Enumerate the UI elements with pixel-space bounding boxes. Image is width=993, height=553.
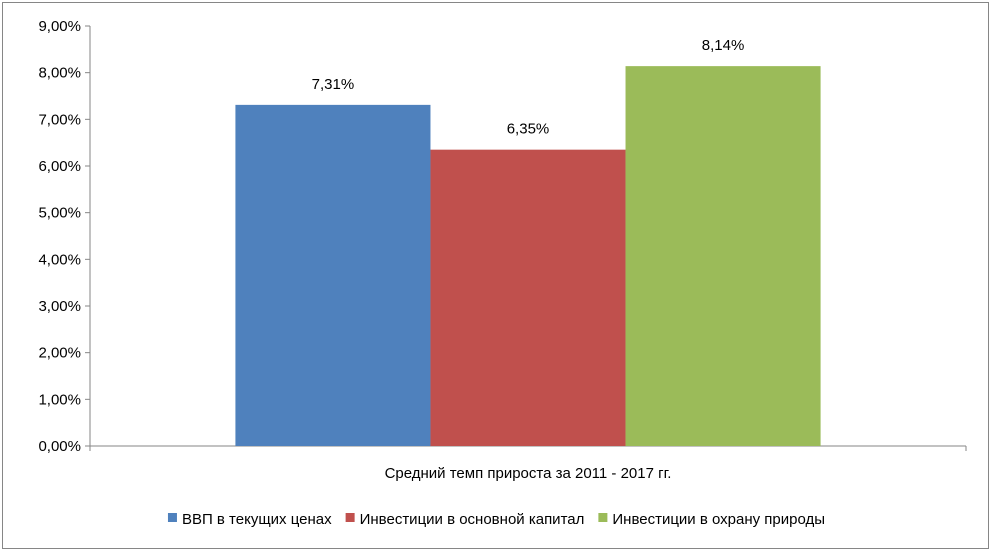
data-label-3: 8,14% xyxy=(702,37,745,54)
legend: ВВП в текущих ценах Инвестиции в основной… xyxy=(167,511,825,528)
x-axis: Средний темп прироста за 2011 - 2017 гг. xyxy=(89,445,967,482)
legend-swatch-2 xyxy=(345,513,355,522)
y-axis: 0,00% 1,00% 2,00% 3,00% 4,00% 5,00% 6,00% 7,00%… xyxy=(38,18,91,455)
category-label: Средний темп прироста за 2011 - 2017 гг. xyxy=(385,465,672,482)
data-label-2: 6,35% xyxy=(507,121,550,138)
y-tick-label: 5,00% xyxy=(38,205,81,222)
bar-2 xyxy=(430,149,626,446)
bar-3 xyxy=(625,66,821,446)
y-tick-label: 4,00% xyxy=(38,251,81,268)
legend-label-2: Инвестиции в основной капитал xyxy=(360,511,585,528)
data-labels: 7,31% 6,35% 8,14% xyxy=(312,37,745,138)
legend-swatch-1 xyxy=(167,513,177,522)
legend-label-1: ВВП в текущих ценах xyxy=(182,511,332,528)
legend-swatch-3 xyxy=(598,513,608,522)
y-tick-label: 2,00% xyxy=(38,345,81,362)
y-tick-label: 9,00% xyxy=(38,18,81,35)
data-label-1: 7,31% xyxy=(312,76,355,93)
y-tick-label: 8,00% xyxy=(38,65,81,82)
bar-1 xyxy=(235,104,431,446)
bars xyxy=(235,66,821,446)
legend-label-3: Инвестиции в охрану природы xyxy=(612,511,825,528)
y-tick-label: 6,00% xyxy=(38,158,81,175)
y-tick-label: 1,00% xyxy=(38,391,81,408)
y-tick-label: 0,00% xyxy=(38,438,81,455)
y-tick-label: 7,00% xyxy=(38,111,81,128)
y-tick-label: 3,00% xyxy=(38,298,81,315)
